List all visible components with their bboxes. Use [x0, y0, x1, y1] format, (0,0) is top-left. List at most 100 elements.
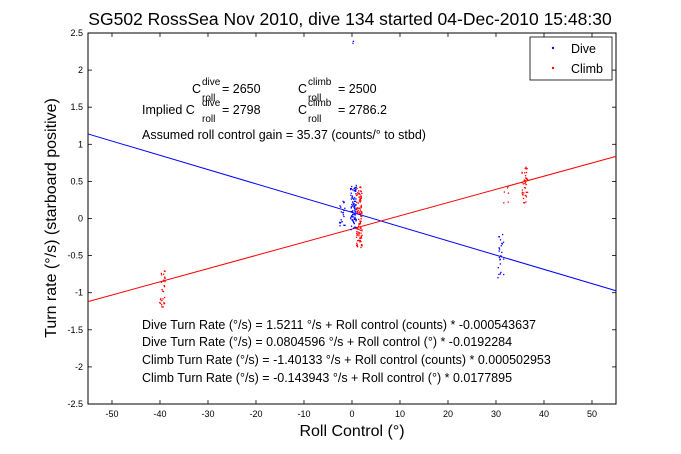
dive-point: [344, 207, 346, 209]
dive-point: [351, 203, 353, 206]
dive-point: [350, 216, 352, 219]
dive-point: [339, 221, 341, 224]
climb-point: [523, 172, 526, 174]
climb-point: [161, 288, 163, 291]
dive-point: [354, 186, 356, 189]
dive-point: [353, 223, 355, 225]
implied-prefix: Implied C: [142, 103, 195, 117]
dive-point: [355, 220, 357, 222]
x-tick-label: -20: [249, 409, 262, 419]
dive-point: [352, 216, 354, 218]
climb-point: [356, 240, 359, 242]
climb-point: [361, 244, 363, 246]
climb-point: [359, 227, 362, 229]
climb-point: [524, 177, 527, 179]
climb-point: [356, 244, 358, 246]
dive-point: [498, 250, 500, 252]
climb-point: [359, 241, 361, 243]
climb-point: [361, 192, 363, 195]
climb-point: [358, 233, 360, 235]
data-points: [158, 40, 529, 308]
x-tick-label: 20: [443, 409, 453, 419]
climb-point: [357, 225, 360, 227]
dive-point: [498, 273, 500, 276]
climb-point: [526, 178, 528, 181]
climb-point: [356, 231, 358, 233]
x-tick-label: 10: [395, 409, 405, 419]
dive-point: [350, 188, 352, 190]
x-tick-label: -40: [153, 409, 166, 419]
climb-point: [359, 198, 362, 201]
dive-point: [352, 189, 354, 191]
climb-point: [161, 306, 163, 308]
climb-point: [164, 280, 166, 283]
dive-point: [351, 219, 353, 221]
climb-point: [360, 186, 362, 188]
dive-point: [354, 207, 356, 209]
climb-point: [521, 191, 524, 194]
implied-climb-value: = 2786.2: [338, 103, 387, 117]
dive-point: [354, 204, 356, 207]
climb-point: [521, 194, 524, 196]
dive-point: [352, 204, 355, 206]
c-dive-sub: roll: [202, 93, 215, 104]
climb-point: [159, 299, 162, 301]
climb-point: [361, 234, 363, 236]
legend: Dive Climb: [529, 36, 613, 81]
climb-point: [359, 211, 361, 213]
climb-point: [361, 230, 363, 232]
y-tick-label: 1.5: [70, 102, 83, 112]
climb-point: [503, 191, 506, 193]
roll-gain-annotation: Assumed roll control gain = 35.37 (count…: [142, 128, 426, 142]
climb-point: [357, 191, 359, 194]
dive-point: [350, 207, 352, 209]
climb-point: [507, 201, 509, 203]
climb-point: [522, 183, 524, 185]
climb-point: [356, 228, 358, 230]
climb-point: [360, 198, 362, 200]
climb-point: [355, 236, 358, 238]
climb-point: [360, 240, 362, 243]
dive-point: [352, 221, 355, 223]
y-tick-label: 0.5: [70, 176, 83, 186]
climb-point: [359, 237, 362, 240]
dive-point: [339, 222, 341, 224]
dive-point: [353, 213, 355, 215]
climb-point: [357, 207, 359, 209]
climb-point: [525, 171, 528, 174]
climb-point: [523, 187, 526, 189]
dive-point: [341, 221, 343, 223]
climb-point: [361, 215, 363, 218]
y-tick-label: -2.5: [67, 399, 83, 409]
dive-point: [350, 188, 352, 191]
climb-point: [355, 208, 358, 211]
dive-point: [343, 201, 345, 204]
y-axis-label: Turn rate (°/s) (starboard positive): [43, 98, 60, 338]
climb-point: [360, 195, 362, 197]
dive-point: [355, 184, 357, 187]
climb-point: [507, 185, 509, 188]
dive-point: [355, 186, 357, 188]
climb-point: [521, 182, 523, 184]
dive-point: [342, 214, 345, 216]
fit-line-climb-fit: [87, 155, 617, 303]
climb-point: [524, 167, 526, 170]
climb-point: [503, 202, 505, 204]
dive-point: [354, 200, 357, 203]
dive-point: [498, 248, 501, 250]
dive-point: [498, 247, 500, 249]
dive-point: [354, 216, 356, 219]
climb-point: [521, 189, 524, 191]
fit-equation-climb-degrees: Climb Turn Rate (°/s) = -0.143943 °/s + …: [142, 371, 512, 385]
climb-point: [357, 209, 359, 212]
climb-point: [162, 290, 164, 292]
climb-point: [359, 201, 361, 203]
dive-point: [352, 213, 354, 216]
climb-point: [358, 200, 361, 202]
dive-point: [501, 233, 504, 236]
dive-point: [355, 226, 357, 228]
climb-point: [522, 197, 525, 200]
y-tick-label: -2: [75, 362, 83, 372]
climb-point: [360, 211, 363, 213]
